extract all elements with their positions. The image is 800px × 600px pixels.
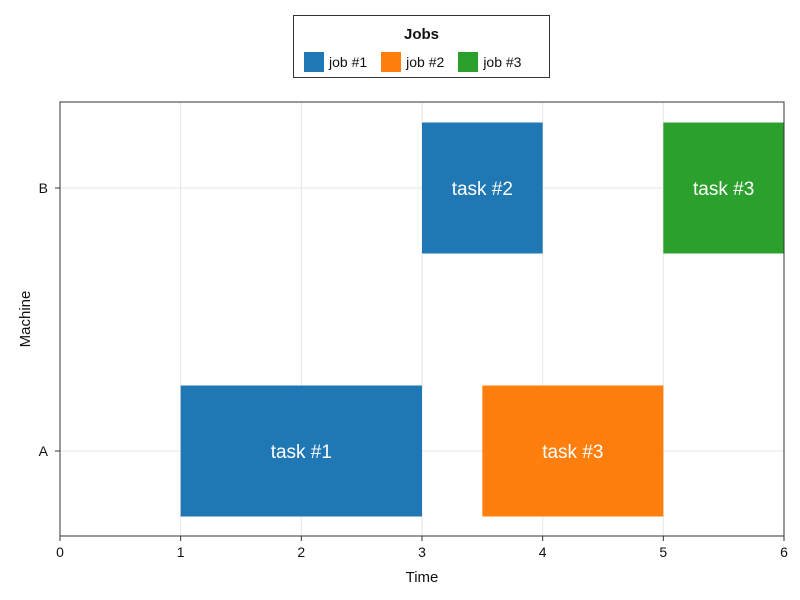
task-label: task #1	[271, 442, 332, 463]
task-bar	[180, 385, 422, 517]
legend: Jobs job #1 job #2 job #3	[293, 15, 550, 78]
y-tick-label: B	[39, 180, 48, 196]
task-label: task #3	[693, 179, 754, 200]
task-bars: task #1 task #2 task #3 task #3	[180, 122, 784, 517]
legend-label: job #1	[329, 54, 368, 70]
y-tick-label: A	[39, 443, 49, 459]
x-tick-label: 5	[659, 544, 667, 560]
y-axis: AB	[39, 180, 60, 459]
x-tick-label: 6	[780, 544, 788, 560]
task-bar	[663, 122, 784, 254]
legend-label: job #2	[406, 54, 445, 70]
y-axis-label: Machine	[17, 291, 34, 348]
x-tick-label: 1	[177, 544, 185, 560]
legend-swatch	[381, 52, 402, 72]
task-bar	[482, 385, 664, 517]
legend-title: Jobs	[403, 26, 439, 43]
legend-item-job-1: job #1	[304, 52, 367, 72]
x-tick-label: 2	[297, 544, 305, 560]
x-tick-label: 3	[418, 544, 426, 560]
legend-items: job #1 job #2 job #3	[304, 52, 535, 72]
legend-item-job-2: job #2	[381, 52, 444, 72]
legend-swatch	[458, 52, 479, 72]
x-axis-label: Time	[406, 569, 439, 586]
legend-item-job-3: job #3	[458, 52, 521, 72]
x-tick-label: 0	[56, 544, 64, 560]
task-label: task #2	[452, 179, 513, 200]
x-tick-label: 4	[539, 544, 547, 560]
legend-label: job #3	[483, 54, 522, 70]
legend-swatch	[304, 52, 324, 72]
x-axis: 0 1 2 3 4 5 6	[56, 536, 788, 560]
task-label: task #3	[542, 442, 603, 463]
task-bar	[422, 122, 543, 254]
